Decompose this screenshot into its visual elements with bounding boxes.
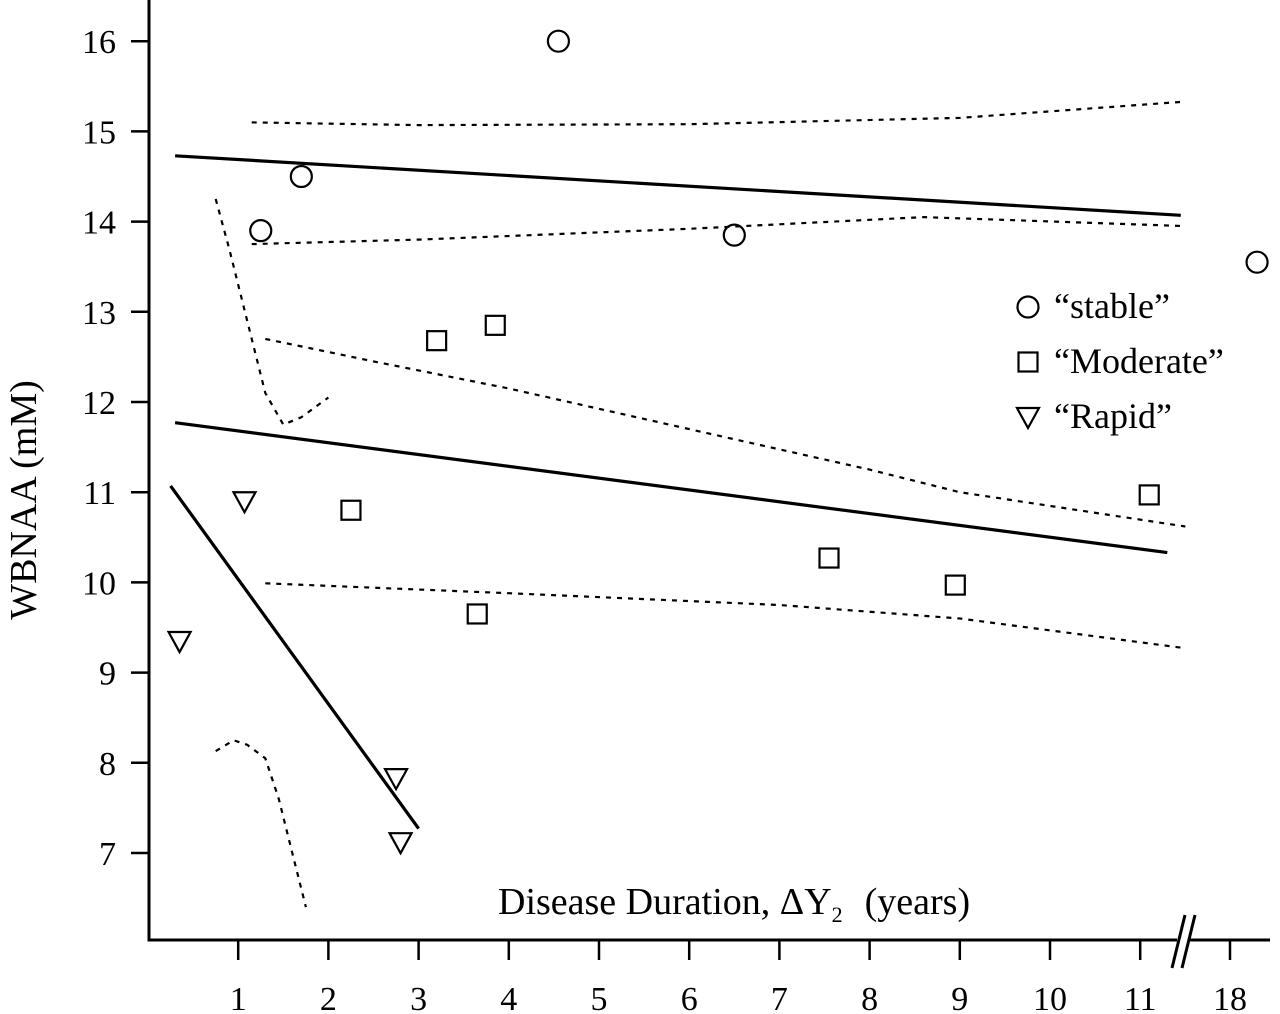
legend-marker-stable: [1016, 295, 1040, 319]
x-axis-title-main: Disease Duration, ΔY: [498, 881, 832, 923]
x-axis-title-subscript: 2: [832, 902, 843, 927]
y-tick-label: 7: [99, 836, 116, 873]
legend-marker-rapid: [1015, 406, 1041, 431]
legend: “stable” “Moderate” “Rapid”: [1015, 286, 1224, 436]
ci-lower-moderate: [265, 582, 1186, 650]
x-tick-label: 4: [500, 981, 517, 1014]
y-tick-label: 9: [99, 656, 116, 693]
x-tick-label: 11: [1124, 981, 1157, 1014]
fit-line-moderate: [174, 421, 1168, 555]
data-point-stable: [289, 164, 313, 189]
data-point-moderate: [484, 314, 506, 336]
data-point-stable: [1245, 250, 1269, 274]
ci-upper-moderate: [265, 337, 1186, 528]
data-point-rapid: [231, 491, 258, 515]
data-point-stable: [722, 223, 746, 247]
data-point-rapid: [387, 832, 414, 856]
x-axis-title: Disease Duration, ΔY2 (years): [498, 881, 970, 927]
y-tick-label: 14: [82, 205, 116, 242]
y-tick-label: 11: [83, 475, 116, 512]
y-tick-label: 12: [82, 385, 116, 422]
data-point-stable: [249, 219, 273, 243]
y-tick-label: 16: [82, 24, 116, 61]
axis-break-mark: [1180, 914, 1197, 969]
y-tick-label: 8: [99, 746, 116, 783]
x-tick-label: 3: [410, 981, 427, 1014]
y-tick-label: 10: [82, 565, 116, 602]
plot-area: [166, 29, 1269, 908]
x-tick-label: 18: [1213, 981, 1247, 1014]
legend-label-moderate: “Moderate”: [1054, 341, 1224, 381]
x-axis-title-units: (years): [865, 881, 970, 923]
x-tick-label: 7: [771, 981, 788, 1014]
data-point-rapid: [166, 630, 193, 655]
axis-break-mark: [1170, 914, 1187, 969]
x-tick-label: 2: [320, 981, 337, 1014]
data-point-moderate: [340, 499, 362, 521]
data-point-moderate: [1138, 484, 1160, 506]
data-point-moderate: [426, 330, 448, 352]
data-point-moderate: [818, 547, 840, 569]
data-point-moderate: [944, 574, 966, 596]
x-tick-label: 9: [951, 981, 968, 1014]
ci-upper-stable: [251, 100, 1186, 127]
data-point-rapid: [383, 768, 409, 792]
x-tick-label: 10: [1033, 981, 1067, 1014]
y-axis-title: WBNAA (mM): [3, 380, 45, 620]
legend-label-stable: “stable”: [1054, 286, 1170, 326]
x-tick-label: 8: [861, 981, 878, 1014]
x-tick-label: 1: [230, 981, 247, 1014]
data-point-stable: [546, 29, 571, 53]
y-tick-label: 15: [82, 114, 116, 151]
x-tick-label: 5: [591, 981, 608, 1014]
data-point-moderate: [466, 603, 488, 625]
ci-lower-rapid: [215, 739, 307, 908]
fit-line-rapid: [169, 484, 420, 830]
legend-marker-moderate: [1017, 351, 1039, 373]
fit-line-stable: [175, 154, 1181, 217]
ci-upper-rapid: [214, 198, 330, 426]
ci-lower-stable: [251, 215, 1186, 246]
y-tick-label: 13: [82, 295, 116, 332]
x-tick-label: 6: [681, 981, 698, 1014]
legend-label-rapid: “Rapid”: [1054, 396, 1172, 436]
